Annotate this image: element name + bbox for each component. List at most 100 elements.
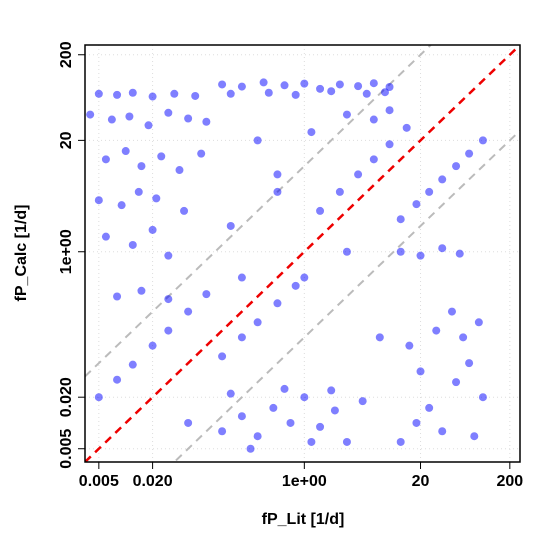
point bbox=[280, 81, 289, 90]
point bbox=[157, 152, 166, 161]
point bbox=[385, 83, 394, 92]
point bbox=[218, 352, 227, 361]
point bbox=[128, 88, 137, 97]
x-tick-label: 200 bbox=[496, 473, 523, 490]
point bbox=[291, 281, 300, 290]
point bbox=[164, 251, 173, 260]
point bbox=[465, 149, 474, 158]
point bbox=[180, 206, 189, 215]
point bbox=[237, 412, 246, 421]
point bbox=[327, 386, 336, 395]
point bbox=[455, 249, 464, 258]
point bbox=[402, 123, 411, 132]
point bbox=[307, 128, 316, 137]
point bbox=[369, 155, 378, 164]
point bbox=[94, 196, 103, 205]
point bbox=[307, 437, 316, 446]
point bbox=[148, 341, 157, 350]
point bbox=[113, 90, 122, 99]
y-tick-label: 20 bbox=[58, 131, 75, 149]
point bbox=[358, 397, 367, 406]
point bbox=[478, 136, 487, 145]
point bbox=[226, 389, 235, 398]
point bbox=[237, 333, 246, 342]
plot-frame bbox=[84, 44, 521, 463]
point bbox=[354, 82, 363, 91]
point bbox=[264, 88, 273, 97]
point bbox=[164, 326, 173, 335]
point bbox=[438, 244, 447, 253]
point bbox=[425, 403, 434, 412]
point bbox=[148, 92, 157, 101]
point bbox=[327, 87, 336, 96]
point bbox=[184, 307, 193, 316]
point bbox=[280, 384, 289, 393]
point bbox=[164, 108, 173, 117]
point bbox=[354, 170, 363, 179]
point bbox=[447, 307, 456, 316]
point bbox=[438, 427, 447, 436]
point bbox=[134, 187, 143, 196]
point bbox=[273, 187, 282, 196]
reference-line bbox=[172, 129, 520, 462]
point bbox=[152, 194, 161, 203]
point bbox=[137, 286, 146, 295]
point bbox=[125, 112, 134, 121]
x-tick-label: 20 bbox=[412, 473, 430, 490]
point bbox=[385, 106, 394, 115]
point bbox=[369, 79, 378, 88]
point bbox=[362, 89, 371, 98]
reference-line bbox=[85, 45, 433, 378]
point bbox=[246, 444, 255, 453]
point bbox=[218, 80, 227, 89]
point bbox=[121, 147, 130, 156]
point bbox=[202, 290, 211, 299]
point bbox=[416, 367, 425, 376]
point bbox=[202, 117, 211, 126]
point bbox=[405, 341, 414, 350]
y-tick-label: 0.005 bbox=[58, 429, 75, 469]
y-tick-label: 0.020 bbox=[58, 377, 75, 417]
point bbox=[300, 79, 309, 88]
point bbox=[416, 251, 425, 260]
point bbox=[380, 88, 389, 97]
y-axis-label: fP_Calc [1/d] bbox=[13, 205, 30, 302]
point bbox=[478, 393, 487, 402]
point bbox=[369, 115, 378, 124]
point bbox=[170, 89, 179, 98]
point bbox=[101, 155, 110, 164]
point bbox=[470, 432, 479, 441]
point bbox=[94, 89, 103, 98]
reference-line bbox=[85, 45, 520, 462]
point bbox=[128, 240, 137, 249]
point bbox=[396, 247, 405, 256]
point bbox=[273, 170, 282, 179]
point bbox=[184, 114, 193, 123]
point bbox=[330, 406, 339, 415]
point bbox=[113, 292, 122, 301]
point bbox=[253, 136, 262, 145]
point bbox=[101, 232, 110, 241]
point bbox=[432, 326, 441, 335]
point bbox=[335, 80, 344, 89]
point bbox=[396, 215, 405, 224]
point bbox=[385, 140, 394, 149]
point bbox=[237, 82, 246, 91]
point bbox=[438, 175, 447, 184]
point bbox=[259, 78, 268, 87]
point bbox=[128, 360, 137, 369]
point bbox=[335, 187, 344, 196]
point bbox=[396, 437, 405, 446]
point bbox=[474, 318, 483, 327]
point bbox=[94, 393, 103, 402]
point bbox=[342, 110, 351, 119]
point bbox=[465, 359, 474, 368]
point bbox=[342, 247, 351, 256]
point bbox=[316, 206, 325, 215]
y-tick-label: 1e+00 bbox=[58, 229, 75, 274]
point bbox=[375, 333, 384, 342]
point bbox=[164, 295, 173, 304]
point bbox=[218, 427, 227, 436]
point bbox=[148, 225, 157, 234]
point bbox=[226, 221, 235, 230]
